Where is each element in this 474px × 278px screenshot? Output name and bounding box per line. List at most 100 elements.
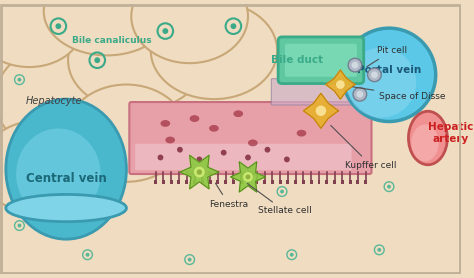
Circle shape xyxy=(377,248,381,252)
Bar xyxy=(356,180,359,184)
Ellipse shape xyxy=(6,194,127,222)
Bar xyxy=(286,180,289,184)
Circle shape xyxy=(188,258,191,262)
Text: Bile canaliculus: Bile canaliculus xyxy=(72,36,152,45)
Circle shape xyxy=(27,136,31,140)
Ellipse shape xyxy=(151,2,277,99)
Ellipse shape xyxy=(411,125,438,161)
Bar xyxy=(240,180,243,184)
Bar xyxy=(193,180,196,184)
Bar xyxy=(154,180,157,184)
Bar xyxy=(170,180,173,184)
Circle shape xyxy=(245,155,251,160)
Ellipse shape xyxy=(297,130,306,136)
Circle shape xyxy=(18,224,21,227)
Polygon shape xyxy=(180,155,219,189)
Bar xyxy=(310,180,313,184)
Bar xyxy=(185,180,188,184)
FancyBboxPatch shape xyxy=(271,79,361,105)
Bar xyxy=(217,180,219,184)
Circle shape xyxy=(163,28,168,34)
Text: Hepatic
artery: Hepatic artery xyxy=(428,122,473,144)
Text: Hepatocyte: Hepatocyte xyxy=(25,96,82,106)
Circle shape xyxy=(86,253,90,257)
Circle shape xyxy=(346,48,416,118)
Circle shape xyxy=(353,88,366,101)
Ellipse shape xyxy=(68,10,204,111)
Polygon shape xyxy=(230,162,265,192)
Circle shape xyxy=(352,62,358,68)
Bar xyxy=(209,180,211,184)
Circle shape xyxy=(284,157,290,162)
Bar xyxy=(349,180,352,184)
Bar xyxy=(263,180,266,184)
Circle shape xyxy=(342,28,436,121)
Ellipse shape xyxy=(165,136,175,143)
Bar xyxy=(318,180,320,184)
Circle shape xyxy=(316,106,326,116)
Circle shape xyxy=(246,175,250,179)
Bar xyxy=(271,180,274,184)
Circle shape xyxy=(194,167,205,178)
Circle shape xyxy=(18,78,21,82)
Text: Central vein: Central vein xyxy=(26,172,107,185)
Ellipse shape xyxy=(0,121,97,214)
Text: Pit cell: Pit cell xyxy=(367,46,408,66)
Bar xyxy=(201,180,204,184)
Circle shape xyxy=(221,150,227,155)
Ellipse shape xyxy=(66,85,187,182)
Bar xyxy=(364,180,367,184)
Circle shape xyxy=(280,190,284,193)
Circle shape xyxy=(230,23,237,29)
Bar xyxy=(177,180,181,184)
Circle shape xyxy=(177,147,183,153)
Ellipse shape xyxy=(209,125,219,132)
Text: Portal vein: Portal vein xyxy=(357,65,421,75)
FancyBboxPatch shape xyxy=(285,44,357,77)
Ellipse shape xyxy=(233,110,243,117)
Bar xyxy=(294,180,297,184)
Ellipse shape xyxy=(190,115,200,122)
Circle shape xyxy=(387,185,391,188)
FancyBboxPatch shape xyxy=(129,102,372,174)
Bar xyxy=(247,180,250,184)
Text: Fenestra: Fenestra xyxy=(209,183,248,209)
Circle shape xyxy=(371,71,378,78)
Circle shape xyxy=(197,169,202,175)
Text: Kupffer cell: Kupffer cell xyxy=(331,125,397,170)
Bar xyxy=(302,180,305,184)
Circle shape xyxy=(290,253,294,257)
Text: Bile duct: Bile duct xyxy=(271,55,323,65)
Bar xyxy=(325,180,328,184)
Ellipse shape xyxy=(6,99,127,239)
Circle shape xyxy=(94,57,100,63)
Circle shape xyxy=(264,147,270,153)
Ellipse shape xyxy=(0,46,121,153)
Bar xyxy=(279,180,282,184)
Circle shape xyxy=(157,155,164,160)
Text: Stellate cell: Stellate cell xyxy=(247,183,311,215)
Ellipse shape xyxy=(161,120,170,127)
Polygon shape xyxy=(303,93,338,128)
Bar xyxy=(341,180,344,184)
Circle shape xyxy=(368,68,381,82)
FancyBboxPatch shape xyxy=(135,144,352,170)
Ellipse shape xyxy=(131,0,248,63)
Ellipse shape xyxy=(409,111,447,165)
Circle shape xyxy=(426,121,430,125)
Text: Space of Disse: Space of Disse xyxy=(353,87,446,101)
Bar xyxy=(162,180,165,184)
Bar xyxy=(255,180,258,184)
FancyBboxPatch shape xyxy=(278,37,364,84)
Circle shape xyxy=(356,91,363,98)
Circle shape xyxy=(105,190,109,193)
Ellipse shape xyxy=(248,140,258,146)
Bar xyxy=(232,180,235,184)
Bar xyxy=(224,180,227,184)
Ellipse shape xyxy=(0,0,82,67)
Circle shape xyxy=(55,23,61,29)
Circle shape xyxy=(336,80,345,89)
Ellipse shape xyxy=(44,0,170,55)
Circle shape xyxy=(348,58,362,72)
Circle shape xyxy=(196,157,202,162)
